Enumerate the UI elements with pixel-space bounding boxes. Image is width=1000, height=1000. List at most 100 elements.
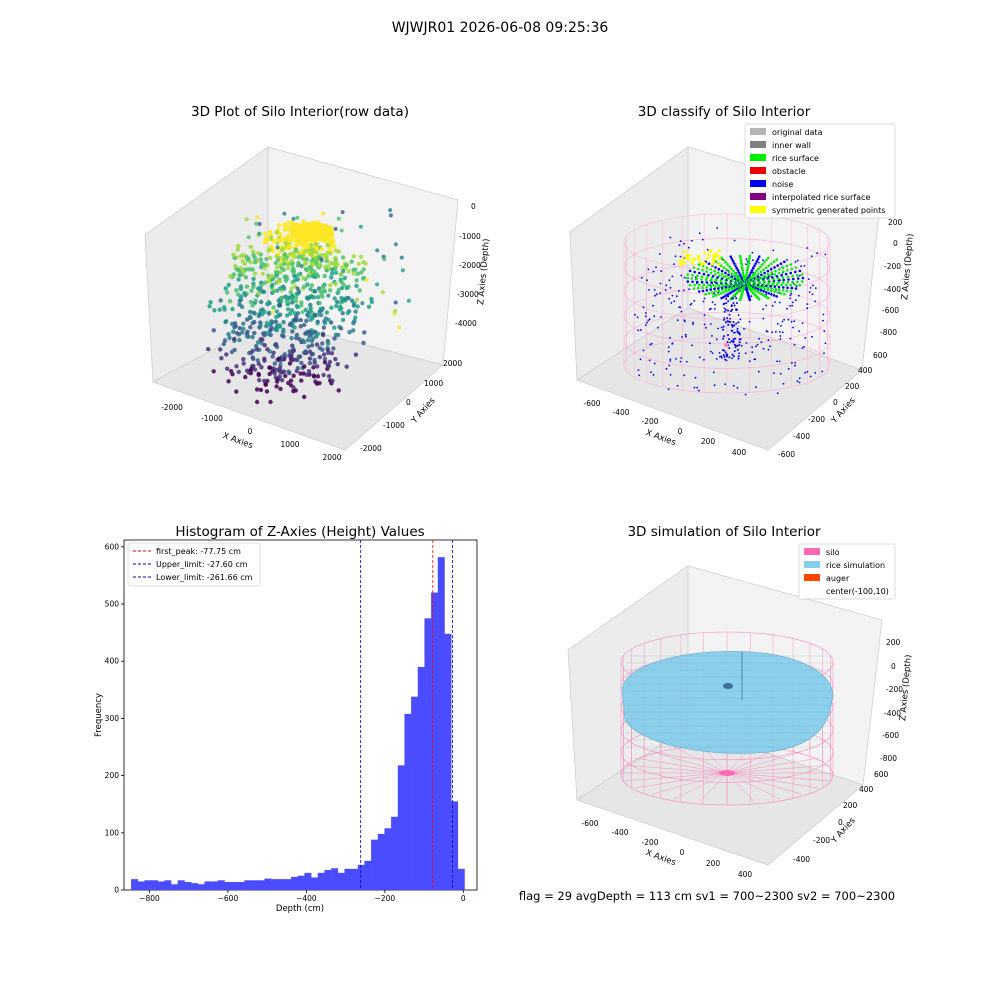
raw-data-point [282, 252, 287, 257]
noise-point [669, 358, 672, 361]
rice-surface-point [702, 283, 706, 287]
raw-data-point [311, 257, 316, 263]
rice-surface-point [749, 276, 753, 279]
rice-surface-point [705, 266, 709, 270]
raw-data-point [255, 340, 261, 345]
raw-data-point [259, 280, 264, 285]
raw-data-point [309, 261, 315, 266]
raw-data-point [293, 274, 298, 279]
noise-point [783, 318, 785, 321]
raw-y-tick: 2000 [443, 359, 462, 368]
raw-data-point [340, 299, 345, 304]
rice-surface-point [751, 274, 755, 277]
raw-data-point [289, 235, 294, 241]
symmetric-point [697, 254, 700, 258]
rice-surface-point [686, 280, 690, 283]
rice-surface-point [729, 255, 733, 258]
rice-surface-point [751, 287, 755, 291]
raw-data-point [304, 372, 309, 377]
legend-swatch [750, 154, 766, 161]
rice-surface-point [781, 281, 785, 284]
raw-data-point [238, 294, 244, 299]
rice-surface-point [701, 269, 704, 272]
rice-surface-point [705, 289, 709, 292]
raw-data-point [332, 325, 337, 330]
noise-point [657, 326, 659, 329]
raw-data-point [252, 319, 257, 325]
rice-surface-point [759, 288, 763, 292]
rice-surface-point [724, 274, 728, 278]
raw-data-point [244, 284, 250, 289]
raw-data-point [337, 324, 342, 329]
raw-data-point [305, 337, 311, 343]
histogram-bar [191, 883, 199, 890]
histogram-bar [211, 881, 219, 890]
symmetric-point [710, 262, 714, 266]
noise-point [771, 273, 774, 276]
histogram-x-tick-label: −800 [139, 894, 160, 903]
raw-data-point [236, 243, 241, 249]
histogram-bar [324, 869, 332, 890]
noise-point [822, 319, 824, 322]
noise-point [811, 293, 814, 296]
symmetric-point [703, 261, 706, 265]
rice-surface-point [776, 264, 779, 267]
noise-point [693, 386, 696, 389]
noise-point [767, 348, 770, 351]
noise-point [744, 352, 747, 355]
noise-point [822, 313, 825, 316]
raw-data-point [375, 248, 380, 253]
symmetric-point [705, 257, 709, 261]
raw-data-point [272, 361, 277, 366]
rice-surface-point [735, 274, 739, 277]
raw-data-point [237, 326, 242, 331]
raw-data-point [234, 288, 239, 293]
raw-data-point [268, 327, 273, 333]
rice-surface-point [786, 280, 790, 284]
raw-data-point [287, 295, 291, 300]
raw-z-tick: -3000 [457, 290, 479, 299]
raw-data-point [231, 252, 236, 257]
classify-y-tick: -600 [778, 450, 795, 459]
rice-surface-point [762, 289, 765, 293]
silo-floor-line [726, 751, 803, 774]
rice-surface-point [705, 278, 708, 282]
raw-data-point [359, 270, 364, 275]
raw-data-point [248, 315, 253, 321]
classify-y-tick: 600 [873, 351, 888, 360]
noise-point [732, 338, 735, 341]
raw-data-point [326, 293, 331, 298]
rice-surface-point [734, 264, 737, 268]
noise-point [823, 330, 826, 332]
histogram-y-tick-label: 300 [105, 714, 120, 723]
rice-surface-point [720, 256, 723, 260]
raw-data-point [393, 300, 398, 305]
rice-surface-point [709, 268, 712, 271]
rice-surface-point [714, 266, 717, 269]
noise-point [778, 360, 781, 363]
rice-surface-point [709, 285, 713, 289]
raw-data-point [306, 369, 312, 374]
histogram-bar [351, 868, 359, 890]
raw-data-point [310, 254, 316, 259]
noise-point [722, 325, 725, 328]
raw-data-point [351, 328, 356, 333]
noise-point [680, 357, 683, 359]
silo-floor-line [651, 751, 728, 774]
raw-data-point [349, 259, 354, 264]
raw-y-tick: 0 [406, 398, 411, 407]
rice-surface-point [720, 288, 724, 292]
raw-data-point [399, 255, 404, 260]
raw-data-point [344, 285, 349, 291]
noise-point [727, 334, 729, 336]
noise-point [644, 324, 647, 326]
noise-point [728, 338, 731, 341]
raw-data-point [270, 354, 275, 359]
raw-data-point [309, 283, 315, 288]
noise-point [719, 355, 721, 358]
raw-data-point [317, 262, 322, 268]
raw-data-point [338, 272, 344, 277]
noise-point [760, 341, 763, 344]
legend-swatch [750, 180, 766, 187]
rice-surface-point [713, 273, 717, 276]
